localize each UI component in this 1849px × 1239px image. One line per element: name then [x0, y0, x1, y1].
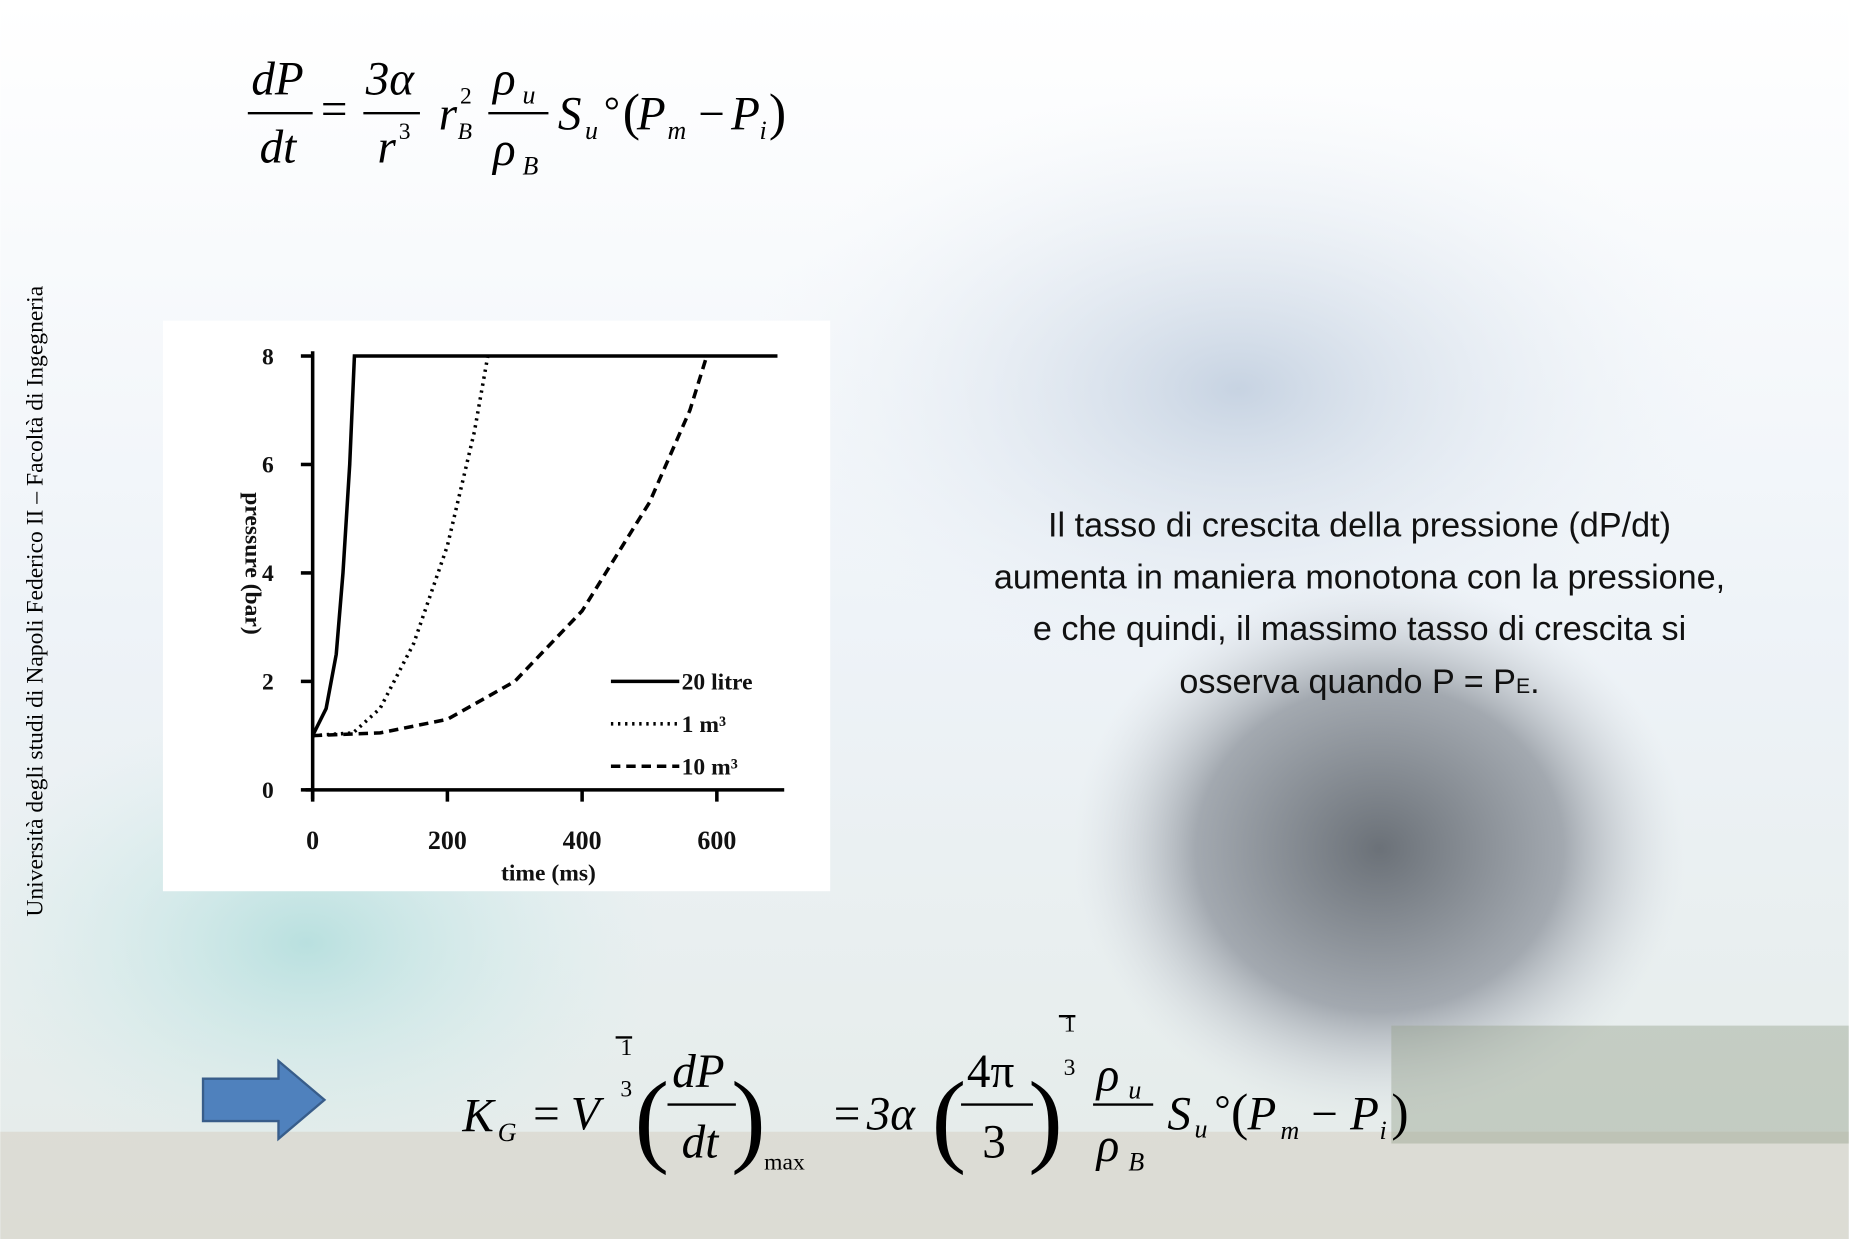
legend-label: 1 m³ — [682, 712, 726, 738]
y-tick-label: 2 — [262, 670, 274, 696]
formula-token: ρ — [1095, 1120, 1120, 1172]
bg-cloud — [743, 83, 1733, 696]
formula-token: max — [764, 1149, 805, 1175]
formula-token: ρ — [491, 124, 516, 176]
formula-token: 3 — [620, 1076, 632, 1102]
paragraph-line: Il tasso di crescita della pressione (dP… — [1048, 506, 1671, 544]
formula-token: m — [668, 116, 687, 145]
formula-token: ρ — [1095, 1049, 1120, 1101]
formula-token: ) — [1391, 1084, 1408, 1141]
paragraph-line: osserva quando P = PE. — [1179, 663, 1539, 701]
formula-token: 2 — [460, 84, 472, 110]
formula-token: dt — [260, 122, 299, 174]
formula-token: ) — [731, 1062, 766, 1176]
x-tick-label: 400 — [563, 826, 602, 855]
slide: Università degli studi di Napoli Federic… — [0, 0, 1849, 1239]
formula-token: = — [834, 1088, 861, 1140]
formula-token: u — [585, 116, 598, 145]
formula-token: ( — [634, 1062, 669, 1176]
formula-token: ρ — [491, 53, 516, 105]
formula-token: dP — [672, 1046, 724, 1098]
formula-token: ( — [932, 1062, 967, 1176]
formula-token: B — [458, 119, 472, 145]
formula-token: K — [461, 1091, 496, 1143]
formula-token: u — [1194, 1115, 1207, 1144]
paragraph-line: aumenta in maniera monotona con la press… — [994, 558, 1725, 596]
formula-token: P — [636, 89, 666, 141]
formula-token: 3 — [399, 119, 411, 145]
x-tick-label: 0 — [306, 826, 319, 855]
formula-token: 3α — [866, 1088, 917, 1140]
formula-token: − — [698, 89, 725, 141]
formula-token: = — [321, 84, 348, 136]
formula-token: u — [1128, 1076, 1141, 1105]
formula-token: i — [1380, 1116, 1387, 1145]
formula-token: S — [558, 89, 582, 141]
formula-token: P — [730, 89, 760, 141]
side-text: Università degli studi di Napoli Federic… — [23, 285, 49, 916]
formula-token: P — [1349, 1088, 1379, 1140]
subscript: E — [1516, 675, 1530, 698]
formula-token: ° — [1215, 1086, 1231, 1131]
formula-token: S — [1167, 1088, 1191, 1140]
formula-token: ° — [604, 88, 620, 133]
bg-trees — [1391, 1026, 1848, 1144]
formula-token: dt — [682, 1117, 721, 1169]
formula-token: − — [1311, 1088, 1338, 1140]
formula-token: ( — [1231, 1084, 1248, 1141]
y-tick-label: 8 — [262, 344, 274, 370]
formula-token: B — [523, 151, 539, 180]
formula-token: 3 — [1064, 1055, 1076, 1081]
formula-token: i — [759, 116, 766, 145]
formula-token: dP — [251, 53, 303, 105]
formula-token: ) — [1028, 1062, 1063, 1176]
formula-token: r — [378, 122, 397, 174]
y-axis-label: pressure (bar) — [239, 492, 265, 634]
legend-label: 20 litre — [682, 670, 753, 696]
formula-token: 3α — [365, 53, 416, 105]
formula-token: 4π — [967, 1046, 1015, 1098]
formula-token: P — [1247, 1088, 1277, 1140]
formula-token: G — [498, 1118, 517, 1147]
formula-token: ) — [769, 85, 786, 142]
text: osserva quando P = P — [1179, 663, 1516, 701]
y-tick-label: 0 — [262, 778, 274, 804]
x-tick-label: 600 — [697, 826, 736, 855]
formula-token: 1 — [620, 1035, 632, 1061]
formula-token: u — [523, 81, 536, 110]
x-tick-label: 200 — [428, 826, 467, 855]
y-tick-label: 6 — [262, 453, 274, 479]
formula-token: B — [1128, 1148, 1144, 1177]
text: . — [1530, 663, 1540, 701]
formula-token: m — [1281, 1116, 1300, 1145]
formula-token: = — [533, 1088, 560, 1140]
legend-label: 10 m³ — [682, 755, 738, 781]
formula-token: 3 — [982, 1117, 1006, 1169]
bg-ground — [0, 1132, 1848, 1239]
paragraph-line: e che quindi, il massimo tasso di cresci… — [1033, 610, 1686, 648]
x-axis-label: time (ms) — [501, 861, 596, 887]
formula-token: r — [439, 89, 458, 141]
